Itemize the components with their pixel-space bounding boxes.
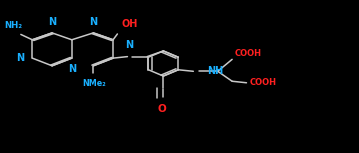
Text: N: N [68, 64, 76, 74]
Text: OH: OH [121, 19, 138, 29]
Text: COOH: COOH [250, 78, 276, 86]
Text: NH₂: NH₂ [4, 21, 22, 30]
Text: N: N [48, 17, 56, 27]
Text: N: N [125, 41, 133, 50]
Text: NMe₂: NMe₂ [83, 79, 106, 88]
Text: O: O [157, 104, 166, 114]
Text: NH: NH [207, 65, 223, 76]
Text: COOH: COOH [235, 49, 262, 58]
Text: N: N [89, 17, 97, 27]
Text: N: N [16, 53, 24, 63]
